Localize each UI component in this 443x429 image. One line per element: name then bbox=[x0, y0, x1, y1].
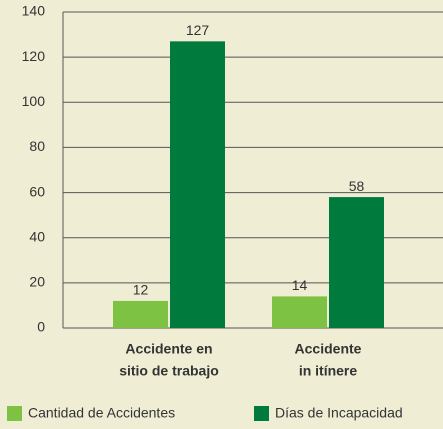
x-tick-label: Accidente bbox=[295, 341, 362, 357]
bar bbox=[170, 41, 225, 328]
value-label: 14 bbox=[292, 277, 308, 293]
legend-label: Días de Incapacidad bbox=[275, 405, 403, 421]
legend-label: Cantidad de Accidentes bbox=[28, 405, 175, 421]
y-tick-label: 0 bbox=[37, 319, 45, 335]
bar bbox=[113, 300, 168, 328]
y-tick-label: 120 bbox=[22, 48, 46, 64]
legend-swatch bbox=[7, 406, 22, 421]
y-tick-label: 60 bbox=[29, 183, 45, 199]
x-tick-label: Accidente en bbox=[125, 341, 212, 357]
legend-swatch bbox=[254, 406, 269, 421]
y-tick-label: 40 bbox=[29, 228, 45, 244]
bar bbox=[329, 197, 384, 328]
bar bbox=[272, 296, 327, 328]
value-label: 12 bbox=[133, 282, 149, 298]
y-tick-label: 20 bbox=[29, 274, 45, 290]
x-tick-label: in itínere bbox=[299, 363, 358, 379]
y-tick-label: 80 bbox=[29, 138, 45, 154]
y-tick-label: 140 bbox=[22, 3, 46, 19]
y-tick-label: 100 bbox=[22, 93, 46, 109]
value-label: 58 bbox=[349, 178, 365, 194]
x-tick-label: sitio de trabajo bbox=[119, 363, 219, 379]
value-label: 127 bbox=[186, 22, 210, 38]
